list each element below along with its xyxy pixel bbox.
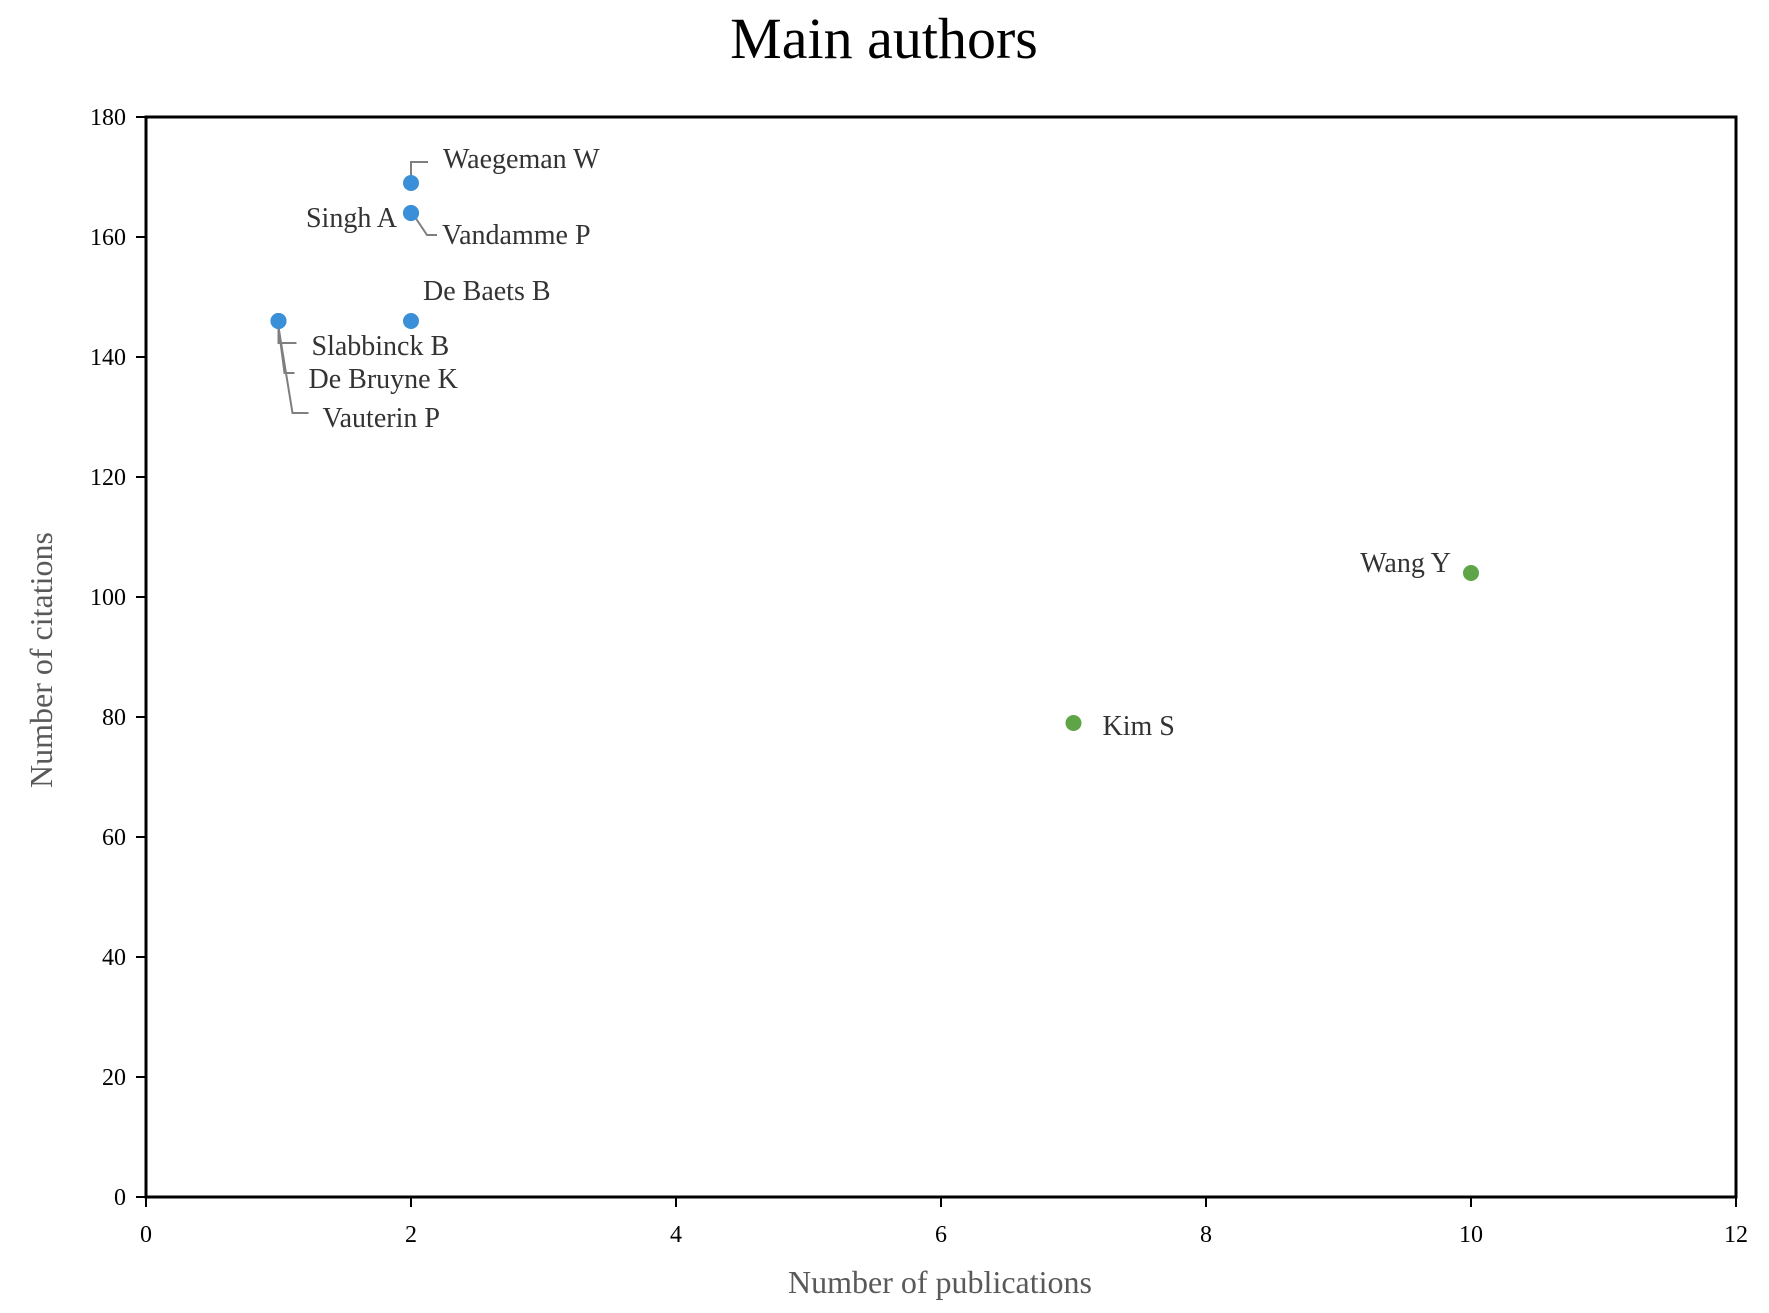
x-tick-label: 2 — [405, 1222, 417, 1248]
y-tick-label: 180 — [90, 105, 126, 131]
point-label: Wang Y — [1360, 548, 1451, 579]
x-tick-label: 8 — [1200, 1222, 1212, 1248]
x-tick-label: 4 — [670, 1222, 682, 1248]
x-tick-label: 12 — [1724, 1222, 1748, 1248]
y-tick-label: 100 — [90, 585, 126, 611]
point-label: Vandamme P — [442, 220, 591, 251]
x-axis-label: Number of publications — [788, 1264, 1092, 1300]
data-point — [270, 313, 287, 329]
y-axis: 0 20 40 60 80 100 120 140 160 180 — [90, 105, 146, 1211]
point-label: Waegeman W — [443, 144, 600, 175]
y-tick-label: 20 — [102, 1065, 126, 1091]
leader-line — [277, 326, 309, 414]
y-tick-label: 140 — [90, 345, 126, 371]
y-axis-label: Number of citations — [23, 532, 59, 788]
y-tick-label: 120 — [90, 465, 126, 491]
data-points — [270, 175, 1479, 731]
y-tick-label: 40 — [102, 945, 126, 971]
leader-line — [410, 161, 428, 177]
x-tick-label: 10 — [1459, 1222, 1483, 1248]
point-label: De Baets B — [423, 276, 551, 307]
point-label: Vauterin P — [323, 403, 440, 434]
leader-line — [414, 216, 437, 236]
point-label: Kim S — [1103, 711, 1175, 742]
x-axis: 0 2 4 6 8 10 12 — [140, 1197, 1748, 1248]
y-tick-label: 0 — [114, 1185, 126, 1211]
chart-title: Main authors — [730, 6, 1038, 71]
leader-line — [277, 326, 295, 374]
x-tick-label: 0 — [140, 1222, 152, 1248]
data-point — [403, 313, 419, 329]
data-point — [403, 205, 419, 221]
data-point — [1463, 565, 1479, 581]
data-point — [403, 175, 419, 191]
y-tick-label: 60 — [102, 825, 126, 851]
y-tick-label: 160 — [90, 225, 126, 251]
x-tick-label: 6 — [935, 1222, 947, 1248]
data-point — [1065, 715, 1082, 731]
point-label: Slabbinck B — [312, 331, 450, 362]
point-labels: Waegeman W Vandamme P Singh A De Baets B Sla… — [306, 144, 1451, 742]
point-label: De Bruyne K — [309, 364, 458, 395]
y-tick-label: 80 — [102, 705, 126, 731]
plot-frame — [144, 115, 1738, 1199]
leader-lines — [277, 161, 437, 414]
point-label: Singh A — [306, 203, 398, 234]
